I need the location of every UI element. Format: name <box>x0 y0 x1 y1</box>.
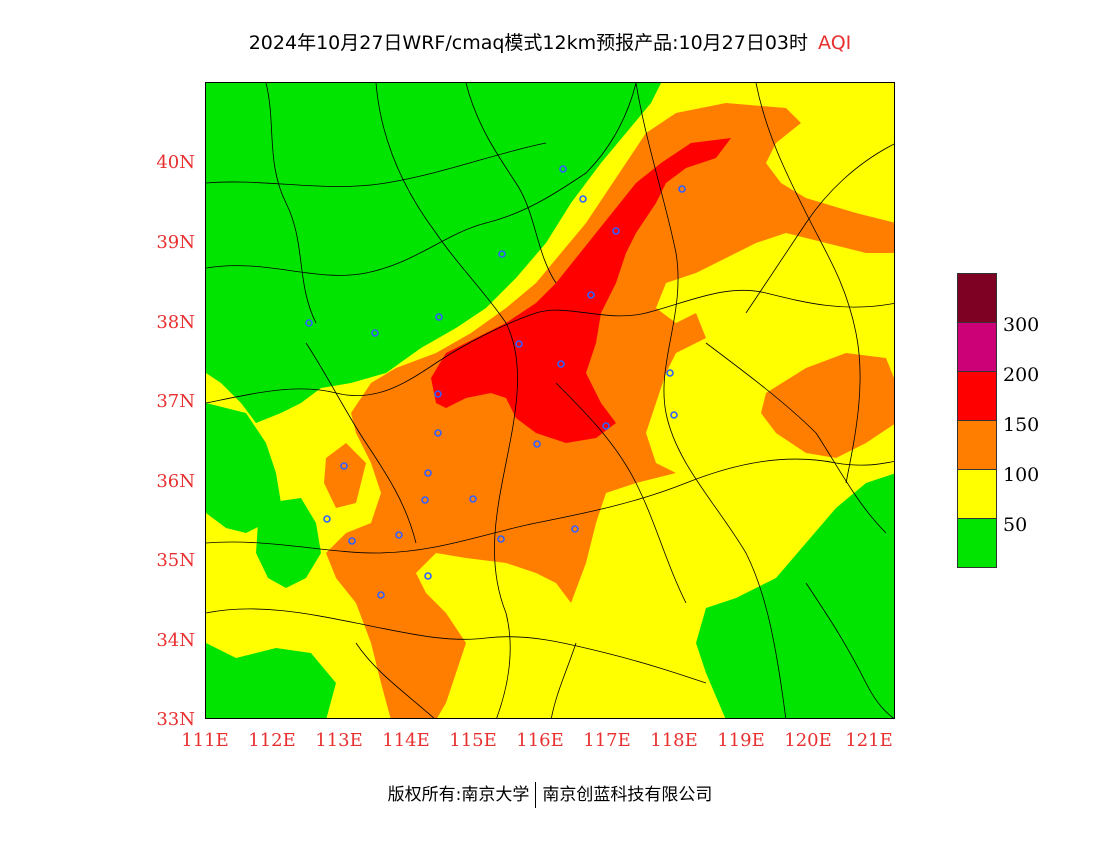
station-marker <box>602 422 610 430</box>
legend-swatch-moderate <box>957 469 997 519</box>
station-marker <box>469 495 477 503</box>
station-marker <box>678 185 686 193</box>
station-marker <box>377 591 385 599</box>
station-marker <box>666 369 674 377</box>
lat-label-39n: 39N <box>156 232 195 253</box>
aqi-map <box>205 82 895 719</box>
lat-label-40n: 40N <box>156 152 195 173</box>
station-marker <box>348 537 356 545</box>
station-marker <box>305 319 313 327</box>
station-marker <box>434 429 442 437</box>
station-marker <box>557 360 565 368</box>
station-marker <box>670 411 678 419</box>
station-marker <box>424 469 432 477</box>
zone-good-westmid <box>256 498 321 588</box>
title-text: 2024年10月27日WRF/cmaq模式12km预报产品:10月27日03时 <box>248 32 809 54</box>
legend-label-300: 300 <box>1003 314 1040 336</box>
station-marker <box>421 496 429 504</box>
legend-swatch-very-unhealthy <box>957 322 997 372</box>
copyright-footer: 版权所有:南京大学 南京创蓝科技有限公司 <box>0 780 1100 808</box>
lon-label-120e: 120E <box>784 730 832 751</box>
station-markers <box>305 165 686 599</box>
station-marker <box>340 462 348 470</box>
station-marker <box>434 390 442 398</box>
legend-swatch-hazardous <box>957 273 997 323</box>
lat-label-33n: 33N <box>156 709 195 730</box>
lon-label-118e: 118E <box>650 730 698 751</box>
lon-label-119e: 119E <box>717 730 765 751</box>
zone-good-southwest <box>206 643 336 718</box>
lat-label-37n: 37N <box>156 391 195 412</box>
legend-label-50: 50 <box>1003 514 1028 536</box>
station-marker <box>587 291 595 299</box>
station-marker <box>515 340 523 348</box>
legend-label-150: 150 <box>1003 414 1040 436</box>
lat-label-38n: 38N <box>156 312 195 333</box>
station-marker <box>435 313 443 321</box>
station-marker <box>371 329 379 337</box>
station-marker <box>571 525 579 533</box>
map-title: 2024年10月27日WRF/cmaq模式12km预报产品:10月27日03时 A… <box>0 28 1100 55</box>
lon-label-112e: 112E <box>248 730 296 751</box>
legend-label-200: 200 <box>1003 364 1040 386</box>
station-marker <box>323 515 331 523</box>
product-label: AQI <box>818 32 852 54</box>
aqi-field <box>206 83 894 718</box>
zone-usg-east <box>761 353 894 458</box>
station-marker <box>533 440 541 448</box>
station-marker <box>497 535 505 543</box>
legend-swatch-usg <box>957 420 997 470</box>
copyright-company: 南京创蓝科技有限公司 <box>542 785 713 805</box>
station-marker <box>612 227 620 235</box>
lat-label-36n: 36N <box>156 471 195 492</box>
lon-label-111e: 111E <box>181 730 229 751</box>
zone-unhealthy-core <box>431 138 731 443</box>
legend-swatch-good <box>957 518 997 568</box>
zone-usg-westpatch <box>324 443 366 508</box>
lon-label-114e: 114E <box>382 730 430 751</box>
lon-label-116e: 116E <box>516 730 564 751</box>
legend-label-100: 100 <box>1003 464 1040 486</box>
admin-boundaries <box>206 83 894 718</box>
zone-good-northwest <box>206 83 661 423</box>
lon-label-121e: 121E <box>845 730 893 751</box>
legend-swatch-unhealthy <box>957 371 997 421</box>
lon-label-115e: 115E <box>449 730 497 751</box>
lon-label-117e: 117E <box>583 730 631 751</box>
footer-separator <box>535 782 537 808</box>
zone-good-west <box>206 403 281 533</box>
lon-label-113e: 113E <box>315 730 363 751</box>
station-marker <box>579 195 587 203</box>
lat-label-34n: 34N <box>156 630 195 651</box>
zone-usg-main <box>326 103 894 718</box>
station-marker <box>498 250 506 258</box>
station-marker <box>424 572 432 580</box>
lat-label-35n: 35N <box>156 550 195 571</box>
station-marker <box>395 531 403 539</box>
aqi-legend <box>957 273 997 568</box>
copyright-owner: 版权所有:南京大学 <box>387 785 530 805</box>
station-marker <box>559 165 567 173</box>
zone-good-southeast <box>696 473 894 718</box>
